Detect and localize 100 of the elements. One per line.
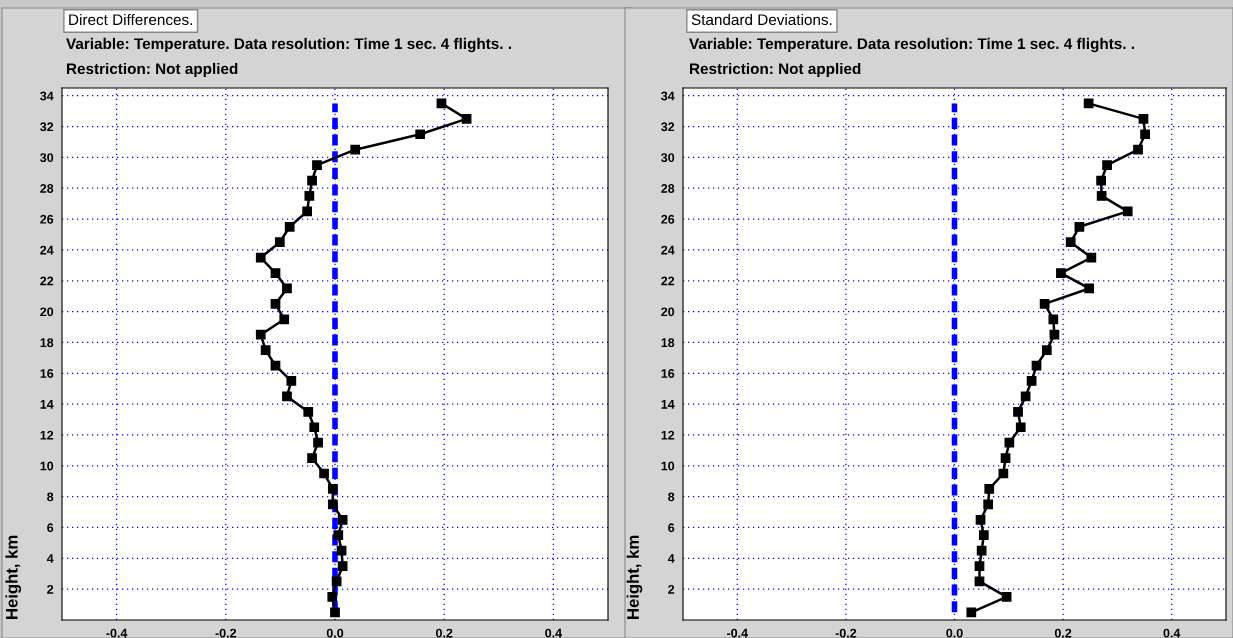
y-tick-label: 4 (46, 554, 54, 563)
y-tick-label: 26 (661, 214, 675, 224)
chart-subtitle: Variable: Temperature. Data resolution: Time 1 sec. 4 flights. . (689, 37, 1134, 53)
point (350, 144, 361, 155)
y-tick-label: 12 (40, 430, 54, 440)
point (303, 406, 314, 417)
chart-title: Direct Differences. (69, 13, 192, 26)
point (461, 113, 472, 124)
point (327, 484, 338, 494)
y-tick-label: 18 (661, 338, 675, 348)
point (282, 391, 292, 402)
y-tick-label: 22 (661, 276, 675, 286)
point (1015, 422, 1026, 433)
point (1041, 345, 1052, 356)
point (304, 191, 315, 201)
y-tick-label: 28 (661, 184, 675, 193)
point (1048, 314, 1059, 325)
y-tick-label: 12 (661, 430, 675, 440)
point (984, 484, 995, 494)
point (279, 314, 290, 325)
y-tick-label: 2 (47, 584, 54, 594)
point (976, 545, 987, 556)
y-tick-label: 24 (661, 245, 675, 255)
y-tick-label: 30 (40, 153, 54, 163)
x-tick-label: -0.2 (215, 628, 237, 638)
point (1004, 437, 1015, 448)
text: Restriction: Not applied (67, 62, 238, 78)
chart-subtitle: Variable: Temperature. Data resolution: Time 1 sec. 4 flights. . (66, 37, 511, 53)
point (1074, 221, 1085, 232)
y-tick-label: 16 (40, 369, 54, 378)
point (312, 160, 322, 170)
point (286, 376, 297, 386)
point (337, 514, 348, 525)
y-tick-label: 24 (40, 245, 54, 255)
point (1026, 376, 1037, 386)
y-tick-label: 6 (668, 523, 675, 533)
y-tick-label: 26 (40, 214, 54, 224)
point (309, 422, 320, 433)
y-tick-label: 16 (661, 369, 675, 378)
x-tick-label: -0.2 (835, 628, 857, 638)
point (978, 530, 989, 541)
point (337, 561, 348, 571)
point (333, 530, 344, 541)
y-tick-label: 18 (40, 338, 54, 348)
x-tick-label: -0.4 (727, 628, 748, 638)
point (307, 175, 317, 186)
y-tick-label: 10 (40, 461, 54, 471)
text: Restriction: Not applied (690, 62, 861, 78)
y-tick-label: 6 (47, 523, 54, 533)
y-tick-label: 28 (40, 184, 54, 193)
point (1122, 206, 1133, 217)
point (282, 283, 292, 294)
point (415, 129, 426, 140)
point (274, 237, 285, 248)
y-tick-label: 14 (40, 400, 54, 409)
point (284, 221, 295, 232)
point (1096, 175, 1106, 186)
point (270, 268, 281, 278)
point (327, 499, 338, 510)
point (1001, 592, 1012, 602)
point (260, 345, 271, 356)
point (974, 561, 985, 571)
x-tick-label: 0.2 (1054, 628, 1072, 638)
point (983, 499, 994, 510)
point (319, 468, 329, 479)
point (307, 453, 317, 463)
chart-title: Standard Deviations. (691, 13, 832, 26)
point (1039, 299, 1050, 309)
y-tick-label: 10 (661, 461, 675, 471)
point (255, 252, 266, 263)
y-tick-label: 20 (40, 307, 54, 317)
y-tick-label: 34 (40, 91, 54, 101)
x-tick-label: 0.2 (436, 628, 453, 638)
point (975, 514, 986, 525)
point (313, 437, 323, 448)
y-axis-title: Height, km (5, 535, 22, 619)
point (255, 329, 266, 340)
y-tick-label: 8 (47, 492, 54, 502)
point (330, 607, 340, 618)
y-tick-label: 8 (668, 492, 675, 502)
y-tick-label: 32 (40, 122, 54, 132)
x-tick-label: 0.0 (326, 628, 344, 638)
point (327, 592, 338, 602)
point (1138, 113, 1149, 124)
point (270, 299, 281, 309)
point (1084, 283, 1095, 294)
x-tick-label: 0.4 (1163, 628, 1181, 638)
point (1140, 129, 1150, 140)
y-tick-label: 4 (667, 554, 675, 563)
point (1049, 329, 1060, 340)
y-tick-label: 22 (40, 276, 54, 286)
y-tick-label: 2 (668, 584, 675, 594)
x-tick-label: 0.4 (545, 628, 563, 638)
y-axis-title: Height, km (626, 535, 643, 619)
x-tick-label: -0.4 (106, 628, 128, 638)
point (302, 206, 313, 217)
y-tick-label: 14 (661, 400, 675, 409)
x-tick-label: 0.0 (946, 628, 963, 638)
y-tick-label: 32 (661, 122, 675, 132)
y-tick-label: 34 (661, 91, 675, 101)
